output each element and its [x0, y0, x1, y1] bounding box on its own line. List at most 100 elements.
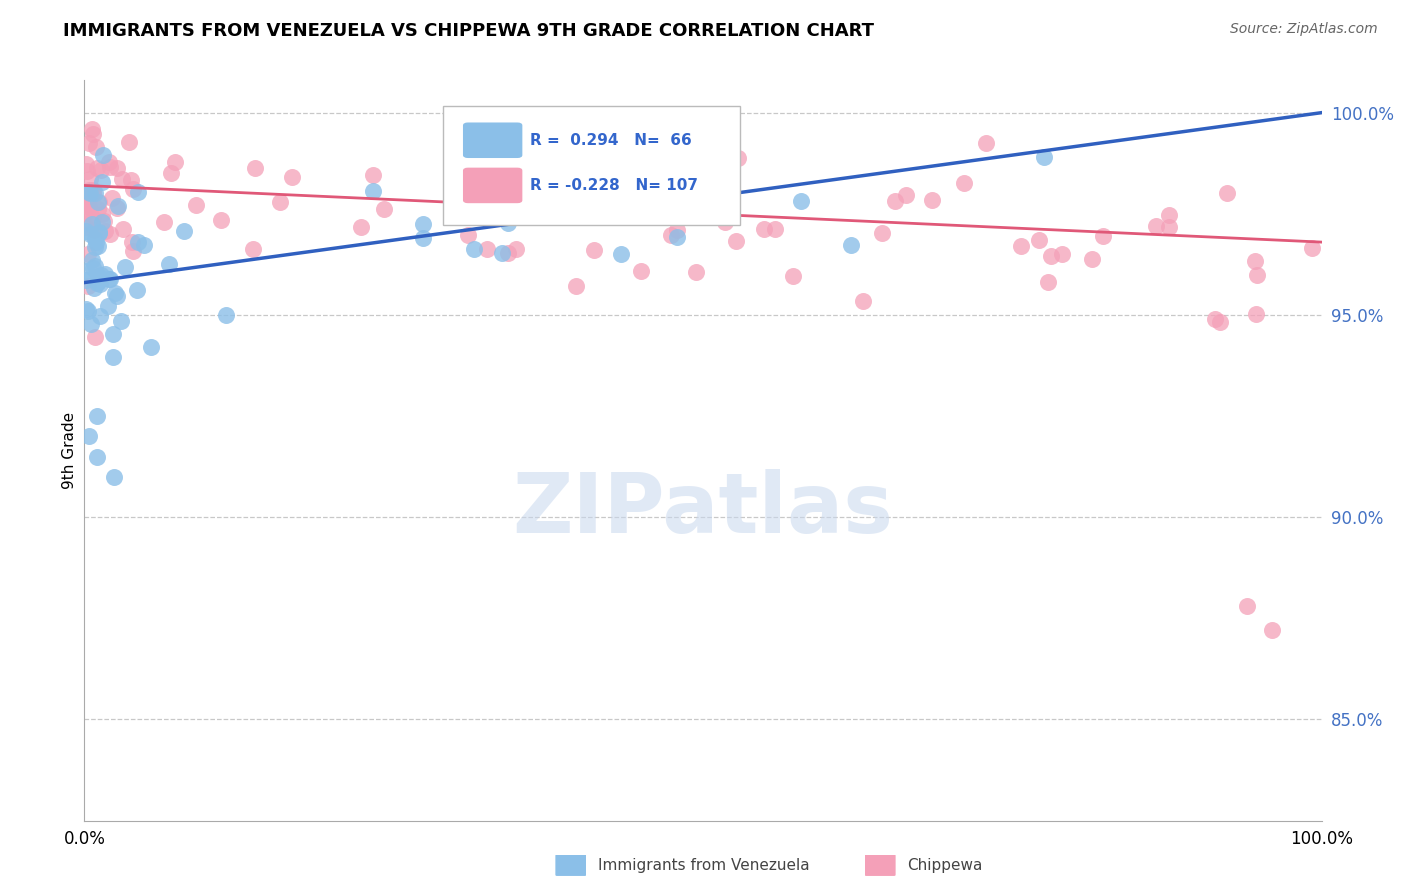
Point [82, 121, 104, 136]
Text: Chippewa: Chippewa [907, 858, 983, 872]
Point [80, 317, 103, 331]
Point [1216, 186, 1239, 201]
Point [157, 257, 180, 271]
Point [451, 177, 474, 191]
Point [839, 237, 862, 252]
Y-axis label: 9th Grade: 9th Grade [62, 412, 77, 489]
Point [87, 195, 110, 210]
Point [1246, 268, 1268, 282]
Point [80, 217, 103, 231]
Point [90, 268, 112, 282]
Point [83, 281, 105, 295]
Point [105, 289, 128, 303]
Point [974, 136, 997, 150]
Point [75, 189, 97, 203]
FancyBboxPatch shape [555, 855, 586, 876]
Point [505, 242, 527, 256]
Point [450, 193, 472, 207]
Point [87, 239, 110, 253]
Point [79, 200, 101, 214]
Point [75, 224, 97, 238]
Point [79, 172, 101, 186]
Point [76, 278, 98, 293]
Point [90, 163, 112, 178]
Point [1091, 229, 1114, 244]
Point [86, 277, 108, 291]
Point [121, 244, 143, 259]
Point [1039, 249, 1062, 263]
Point [186, 197, 208, 211]
Point [98, 272, 121, 286]
Point [104, 285, 127, 300]
Point [457, 228, 479, 243]
Point [84, 140, 107, 154]
Point [80, 187, 103, 202]
Point [412, 217, 434, 231]
Point [1261, 624, 1284, 638]
Point [75, 302, 97, 317]
Point [103, 469, 125, 483]
Point [132, 238, 155, 252]
Point [75, 219, 97, 234]
Point [79, 207, 101, 221]
Point [550, 210, 572, 224]
Point [86, 409, 108, 423]
Point [412, 230, 434, 244]
Point [77, 197, 100, 211]
Point [90, 176, 112, 190]
Point [870, 226, 893, 240]
Point [1033, 150, 1056, 164]
Text: R = -0.228   N= 107: R = -0.228 N= 107 [530, 178, 697, 193]
Point [676, 129, 699, 144]
Point [100, 191, 122, 205]
Point [93, 214, 115, 228]
Point [79, 186, 101, 200]
Point [77, 247, 100, 261]
Point [105, 161, 128, 176]
Point [107, 199, 129, 213]
Point [87, 268, 110, 283]
Point [91, 214, 114, 228]
Point [82, 211, 104, 225]
Point [101, 327, 124, 342]
Point [763, 222, 786, 236]
Point [98, 160, 121, 174]
Point [127, 235, 149, 249]
Point [79, 186, 101, 200]
Point [1244, 306, 1267, 320]
Point [790, 194, 813, 209]
Point [75, 157, 97, 171]
Point [1204, 312, 1226, 326]
Point [75, 264, 97, 278]
Point [83, 240, 105, 254]
Point [82, 261, 104, 276]
Point [1301, 241, 1323, 255]
Point [79, 227, 101, 241]
Point [894, 188, 917, 202]
Point [1028, 233, 1050, 247]
Point [269, 194, 291, 209]
Point [1209, 315, 1232, 329]
Point [1244, 253, 1267, 268]
FancyBboxPatch shape [463, 122, 523, 158]
Point [583, 172, 606, 186]
Point [685, 265, 707, 279]
Point [361, 185, 384, 199]
Point [94, 267, 117, 281]
Point [727, 151, 749, 165]
Point [884, 194, 907, 208]
Point [82, 183, 104, 197]
Point [165, 155, 187, 169]
Point [77, 136, 100, 150]
Point [659, 228, 682, 243]
Point [496, 216, 519, 230]
Point [724, 234, 747, 248]
FancyBboxPatch shape [443, 106, 740, 225]
Point [520, 188, 543, 202]
Text: Source: ZipAtlas.com: Source: ZipAtlas.com [1230, 22, 1378, 37]
Point [242, 242, 264, 256]
Point [852, 294, 875, 309]
Point [1236, 599, 1258, 614]
Point [1081, 252, 1104, 266]
Point [114, 260, 136, 274]
